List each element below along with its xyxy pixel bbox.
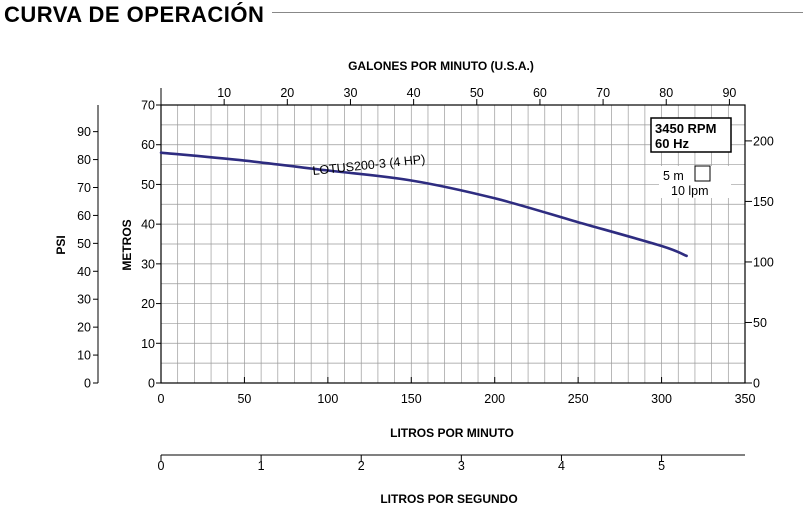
y-axis-tick-label: 50 [141, 178, 155, 192]
top-axis-title: GALONES POR MINUTO (U.S.A.) [348, 59, 534, 73]
psi-axis-tick-label: 0 [84, 377, 91, 391]
x-axis-tick-label: 300 [651, 392, 672, 406]
x-axis-title: LITROS POR MINUTO [390, 426, 514, 440]
top-axis-tick-label: 20 [280, 86, 294, 100]
grid-legend-square [694, 165, 711, 182]
psi-axis-tick-label: 50 [77, 237, 91, 251]
pump-curve-line [159, 151, 688, 258]
psi-axis-tick-label: 30 [77, 293, 91, 307]
x-axis-tick-label: 150 [401, 392, 422, 406]
top-axis-tick-label: 50 [470, 86, 484, 100]
x-axis-tick-label: 350 [735, 392, 756, 406]
y-axis-tick-label: 10 [141, 337, 155, 351]
right-axis-tick-label: 0 [753, 377, 760, 391]
lps-axis-tick-label: 0 [158, 459, 165, 473]
speed-box: 3450 RPM 60 Hz [650, 117, 732, 153]
top-axis-tick-label: 10 [217, 86, 231, 100]
y-axis-tick-label: 30 [141, 257, 155, 271]
lps-axis-tick-label: 3 [458, 459, 465, 473]
x-axis-tick-label: 200 [484, 392, 505, 406]
y-axis-tick-label: 60 [141, 138, 155, 152]
top-axis-tick-label: 90 [722, 86, 736, 100]
top-axis-tick-label: 30 [344, 86, 358, 100]
right-axis-tick-label: 200 [753, 134, 774, 148]
psi-axis-tick-label: 90 [77, 125, 91, 139]
left-axis-title: PSI [54, 235, 68, 254]
x-axis-tick-label: 100 [317, 392, 338, 406]
bottom-axis-title: LITROS POR SEGUNDO [380, 492, 517, 506]
top-axis-tick-label: 60 [533, 86, 547, 100]
y-axis-title: METROS [120, 219, 134, 270]
x-axis-tick-label: 50 [237, 392, 251, 406]
lps-axis-tick-label: 4 [558, 459, 565, 473]
grid-lines [161, 105, 745, 383]
psi-axis-tick-label: 40 [77, 265, 91, 279]
psi-axis-tick-label: 20 [77, 321, 91, 335]
top-axis-tick-label: 80 [659, 86, 673, 100]
grid-legend-vertical: 5 m [663, 169, 684, 183]
psi-axis-tick-label: 10 [77, 349, 91, 363]
lps-axis-tick-label: 5 [658, 459, 665, 473]
psi-axis-tick-label: 70 [77, 181, 91, 195]
grid-legend-horizontal: 10 lpm [671, 184, 709, 198]
grid-scale-legend: 5 m 10 lpm [659, 165, 731, 198]
title-rule [272, 12, 803, 13]
right-axis-tick-label: 50 [753, 316, 767, 330]
y-axis-tick-label: 0 [148, 377, 155, 391]
lps-axis-tick-label: 1 [258, 459, 265, 473]
right-axis-tick-label: 150 [753, 195, 774, 209]
x-axis-tick-label: 0 [158, 392, 165, 406]
psi-axis-tick-label: 60 [77, 209, 91, 223]
y-axis-tick-label: 40 [141, 218, 155, 232]
y-axis-tick-label: 20 [141, 297, 155, 311]
top-axis-tick-label: 40 [407, 86, 421, 100]
speed-hz: 60 Hz [655, 136, 689, 151]
psi-axis-tick-label: 80 [77, 153, 91, 167]
page-title: CURVA DE OPERACIÓN [4, 2, 265, 27]
y-axis-tick-label: 70 [141, 99, 155, 113]
plot-frame [160, 104, 746, 384]
x-axis-tick-label: 250 [568, 392, 589, 406]
top-axis-tick-label: 70 [596, 86, 610, 100]
right-axis-tick-label: 100 [753, 255, 774, 269]
speed-box-frame [650, 117, 732, 153]
lps-axis-tick-label: 2 [358, 459, 365, 473]
speed-rpm: 3450 RPM [655, 121, 716, 136]
